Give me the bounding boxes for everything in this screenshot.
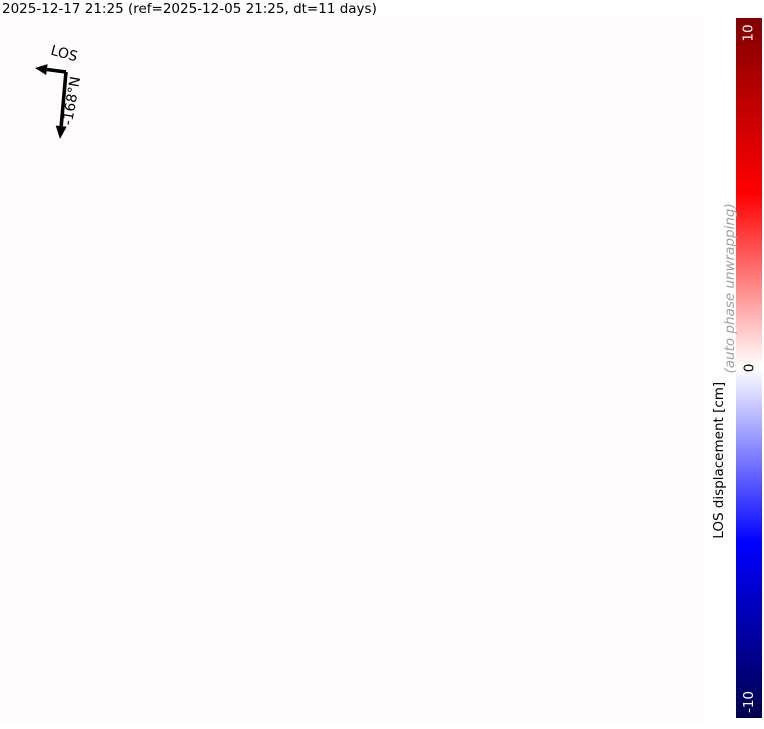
los-arrowhead-icon <box>35 64 48 75</box>
displacement-map <box>0 17 703 723</box>
los-arrow-shaft <box>46 67 67 74</box>
colorbar-gradient <box>736 18 762 718</box>
colorbar-label-main: LOS displacement [cm] <box>711 381 727 539</box>
azimuth-arrow-shaft <box>59 71 68 127</box>
colorbar-label: LOS displacement [cm] (auto phase unwrap… <box>711 203 738 539</box>
los-direction-arrow-icon <box>35 64 68 139</box>
colorbar-tick-0: 0 <box>741 363 757 373</box>
colorbar-tick-10: 10 <box>741 24 757 42</box>
azimuth-arrowhead-icon <box>55 125 67 139</box>
colorbar-label-sub: (auto phase unwrapping) <box>722 203 738 374</box>
plot-title: 2025-12-17 21:25 (ref=2025-12-05 21:25, … <box>2 1 377 17</box>
colorbar-tick-minus10: -10 <box>741 690 757 714</box>
